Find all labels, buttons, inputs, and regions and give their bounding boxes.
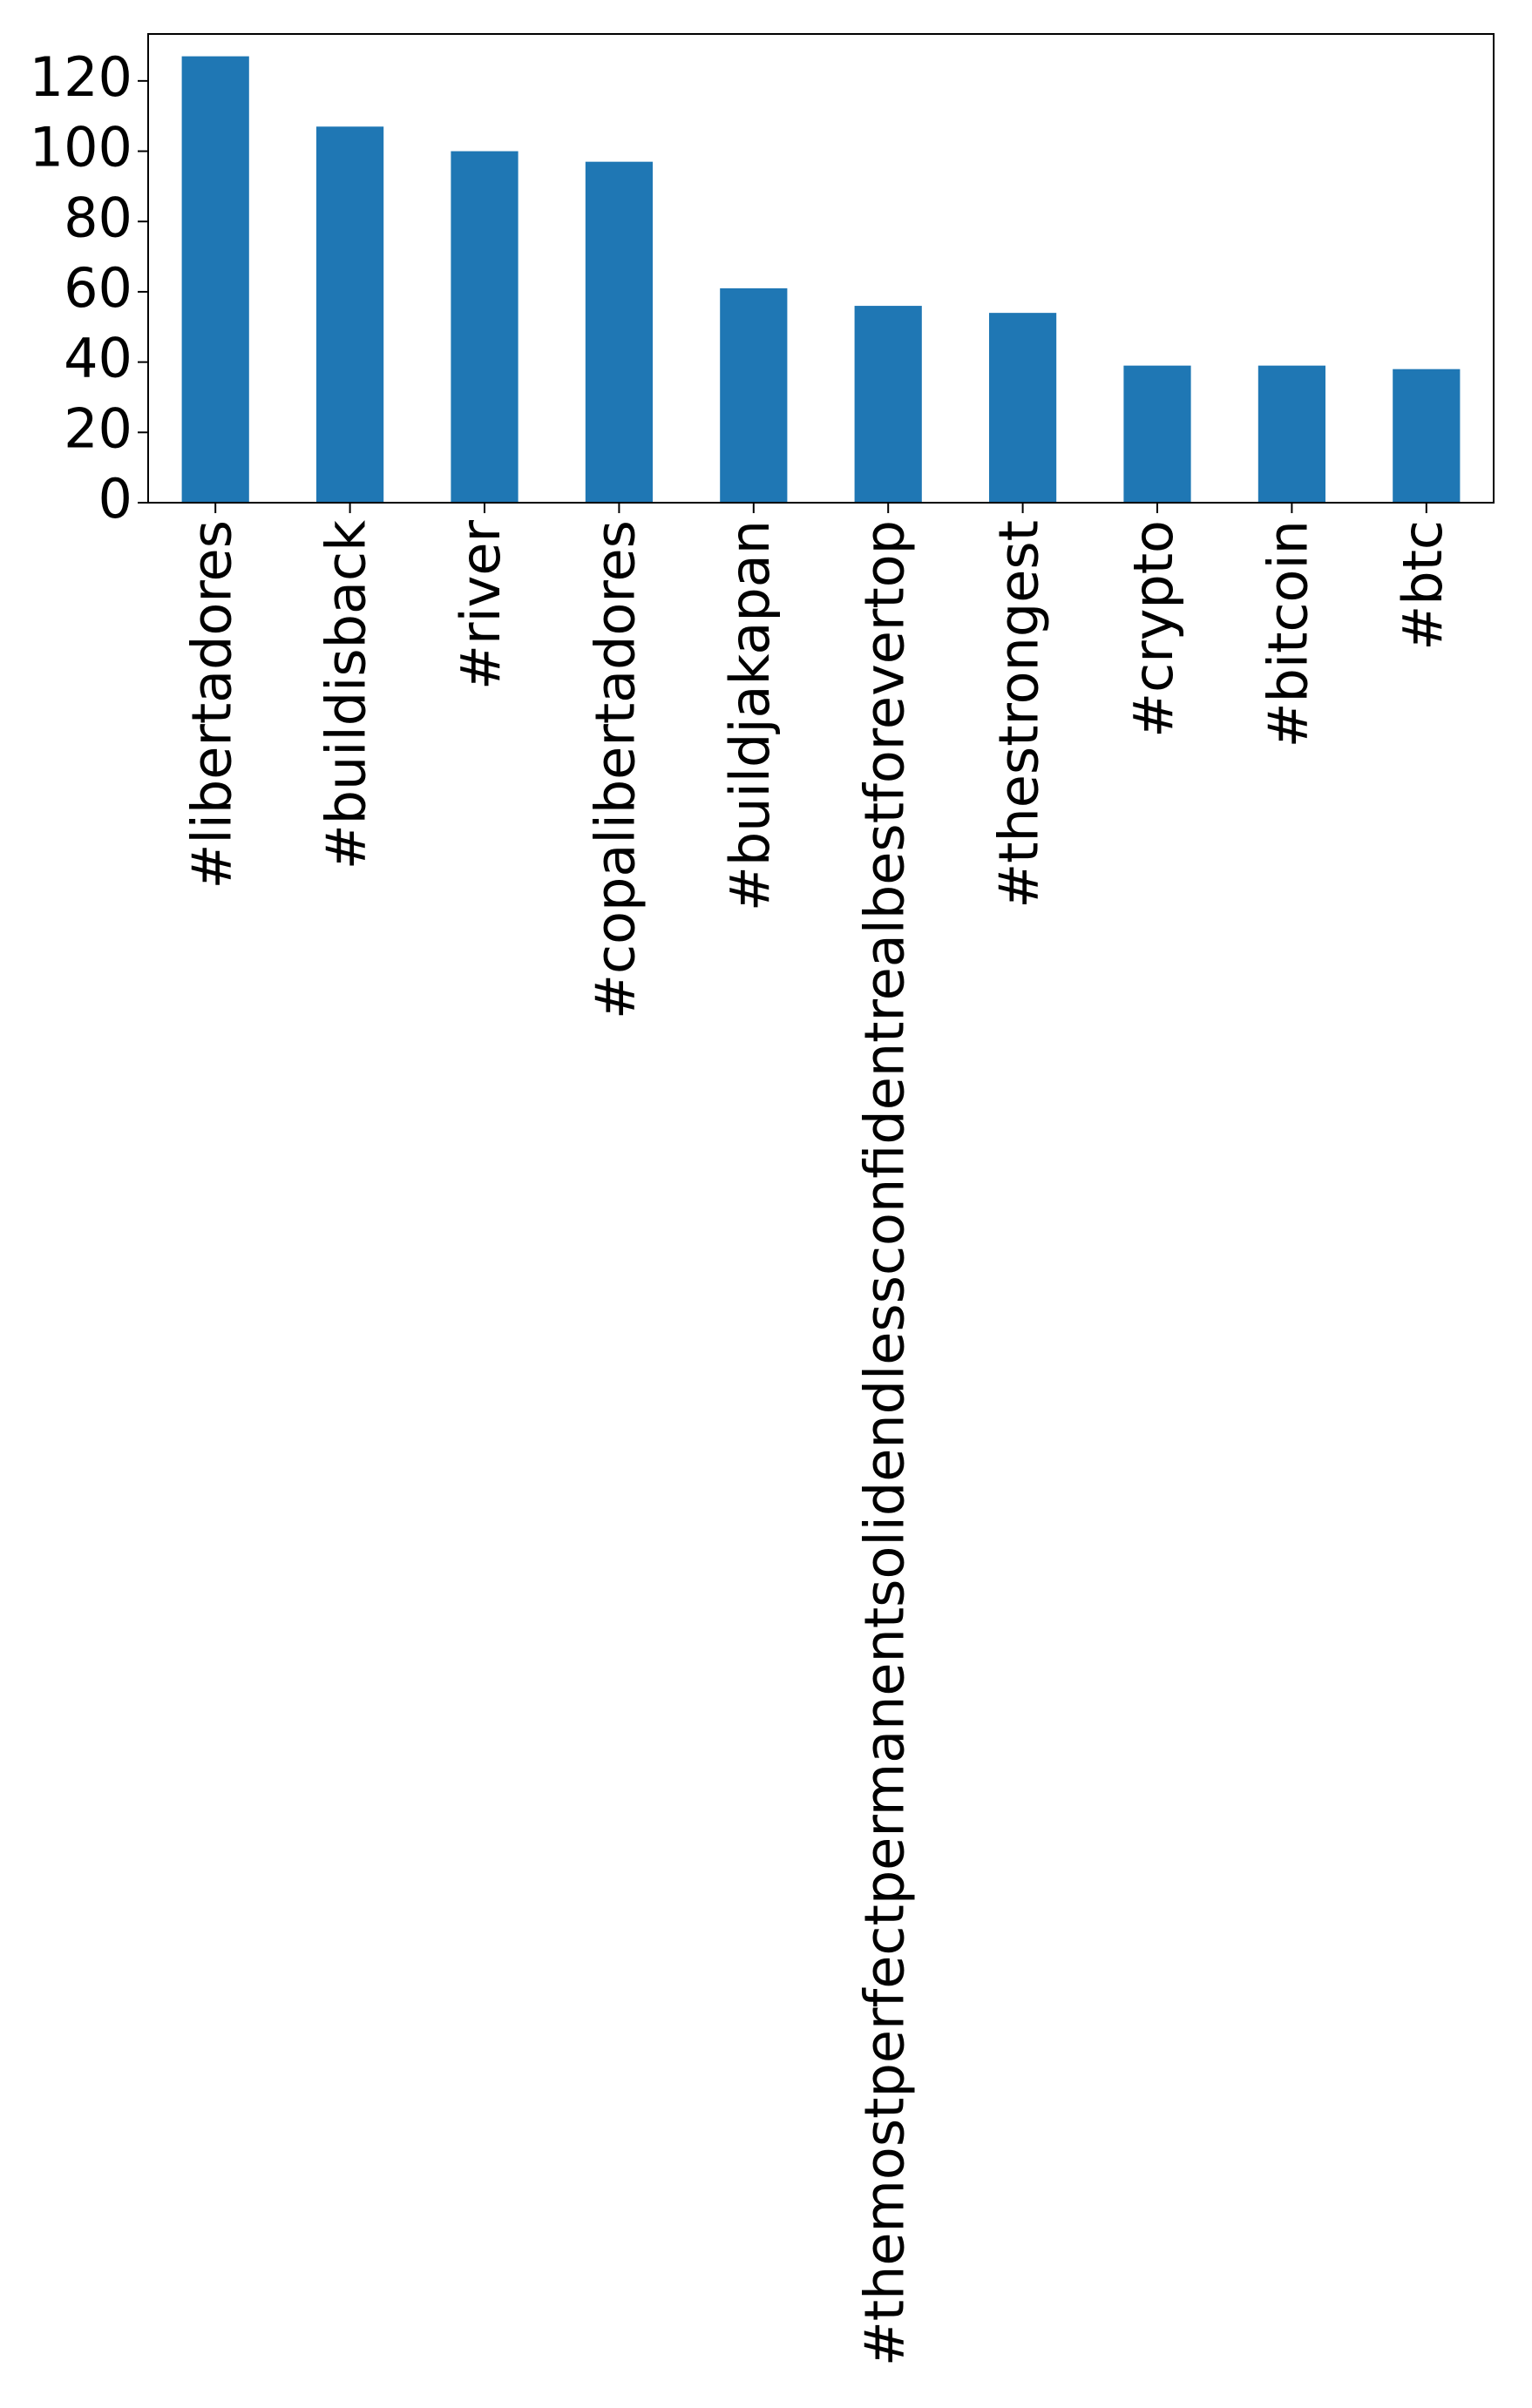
bar: [451, 151, 519, 504]
y-tick-label: 80: [64, 186, 132, 249]
y-tick-label: 20: [64, 396, 132, 460]
bar: [1393, 369, 1461, 503]
x-tick-label: #btc: [1391, 520, 1454, 651]
x-tick-label: #copalibertadores: [583, 520, 647, 1019]
x-tick-label: #thestrongest: [987, 520, 1051, 909]
bar: [989, 313, 1057, 503]
y-tick-label: 0: [98, 467, 132, 531]
bar: [585, 161, 653, 503]
bar: [1123, 365, 1191, 503]
bar: [181, 56, 249, 504]
y-tick-label: 40: [64, 327, 132, 390]
y-tick-label: 60: [64, 256, 132, 320]
bar: [1257, 365, 1325, 503]
x-tick-label: #buildisback: [315, 520, 378, 869]
y-tick-label: 100: [30, 116, 132, 179]
bar: [854, 306, 922, 503]
x-tick-label: #river: [449, 519, 512, 690]
axes-frame: [147, 33, 1495, 504]
x-tick-label: #bitcoin: [1256, 520, 1319, 747]
x-tick-label: #crypto: [1122, 520, 1185, 738]
x-tick-label: #libertadores: [180, 520, 243, 889]
y-tick-label: 120: [30, 45, 132, 109]
bar: [316, 126, 384, 503]
bar: [720, 287, 788, 503]
x-tick-label: #themostperfectpermanentsolidendlessconf…: [852, 520, 916, 2366]
x-tick-label: #buildjakapan: [718, 520, 782, 911]
